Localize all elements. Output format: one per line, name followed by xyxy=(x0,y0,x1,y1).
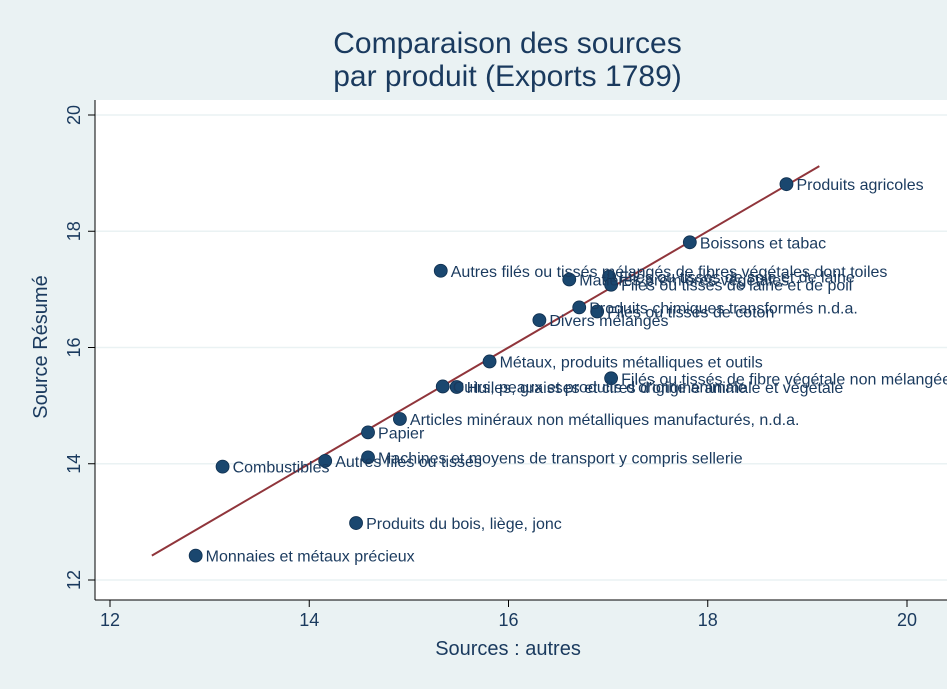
y-tick-label: 12 xyxy=(64,570,84,590)
data-label: Divers mélangés xyxy=(549,313,668,330)
x-axis-label: Sources : autres xyxy=(435,638,581,660)
data-point xyxy=(562,272,577,287)
data-label: Filés ou tissés de coton xyxy=(607,304,774,321)
data-point xyxy=(318,453,333,468)
y-tick-label: 20 xyxy=(64,105,84,125)
data-label: Métaux, produits métalliques et outils xyxy=(500,354,763,371)
x-tick-label: 18 xyxy=(698,610,718,630)
plot-area xyxy=(95,100,947,600)
fit-line xyxy=(151,165,820,557)
data-label: Articles minéraux non métalliques manufa… xyxy=(410,412,800,429)
data-point xyxy=(188,548,203,563)
data-label: Produits chimiques transformés n.d.a. xyxy=(589,300,858,317)
data-point xyxy=(361,425,375,440)
data-label: Produits du bois, liège, jonc xyxy=(366,516,562,533)
data-label: Produits agricoles xyxy=(796,177,923,194)
data-point xyxy=(435,379,450,394)
data-point xyxy=(602,269,617,284)
data-point xyxy=(604,277,619,292)
data-point xyxy=(779,177,794,192)
data-label: Machines et moyens de transport y compri… xyxy=(378,450,743,467)
x-tick-label: 16 xyxy=(498,610,518,630)
data-point xyxy=(215,459,230,474)
y-tick-label: 14 xyxy=(64,454,84,474)
x-tick-label: 12 xyxy=(100,610,120,630)
data-label: Huiles, graisses et cires d'origine anim… xyxy=(467,380,844,397)
data-point xyxy=(682,235,697,250)
data-label: Monnaies et métaux précieux xyxy=(206,549,415,566)
chart-title-line-2: par produit (Exports 1789) xyxy=(333,60,682,93)
data-label: Autres filés ou tissés mélangés de fibre… xyxy=(451,264,888,281)
data-label: Autres filés ou tissés xyxy=(335,454,482,471)
data-label: Filés ou tissés de soie et de laine xyxy=(619,270,855,287)
data-point xyxy=(393,412,407,426)
data-point xyxy=(482,354,497,369)
data-label: Filés ou tissés de fibre végétale non mé… xyxy=(621,371,947,388)
data-label: Cuirs, peaux et produits d'origine anima… xyxy=(453,379,747,396)
data-label: Papier xyxy=(378,425,425,442)
y-tick-label: 16 xyxy=(64,337,84,357)
data-point xyxy=(349,516,363,530)
data-point xyxy=(532,313,547,328)
data-label: Combustibles xyxy=(233,460,330,477)
y-axis-label: Source Résumé xyxy=(30,275,52,418)
data-point xyxy=(572,300,587,315)
data-point xyxy=(590,304,605,319)
data-label: Filés ou tissés de laine et de poil xyxy=(621,278,852,295)
data-label: Boissons et tabac xyxy=(700,235,826,252)
data-label: Matières premières végétales xyxy=(579,272,789,289)
x-tick-label: 20 xyxy=(897,610,917,630)
chart-title-line-1: Comparaison des sources xyxy=(333,27,682,60)
data-point xyxy=(604,371,619,386)
data-point xyxy=(361,450,375,465)
data-point xyxy=(433,263,448,278)
y-tick-label: 18 xyxy=(64,221,84,241)
x-tick-label: 14 xyxy=(299,610,319,630)
data-point xyxy=(449,380,464,394)
